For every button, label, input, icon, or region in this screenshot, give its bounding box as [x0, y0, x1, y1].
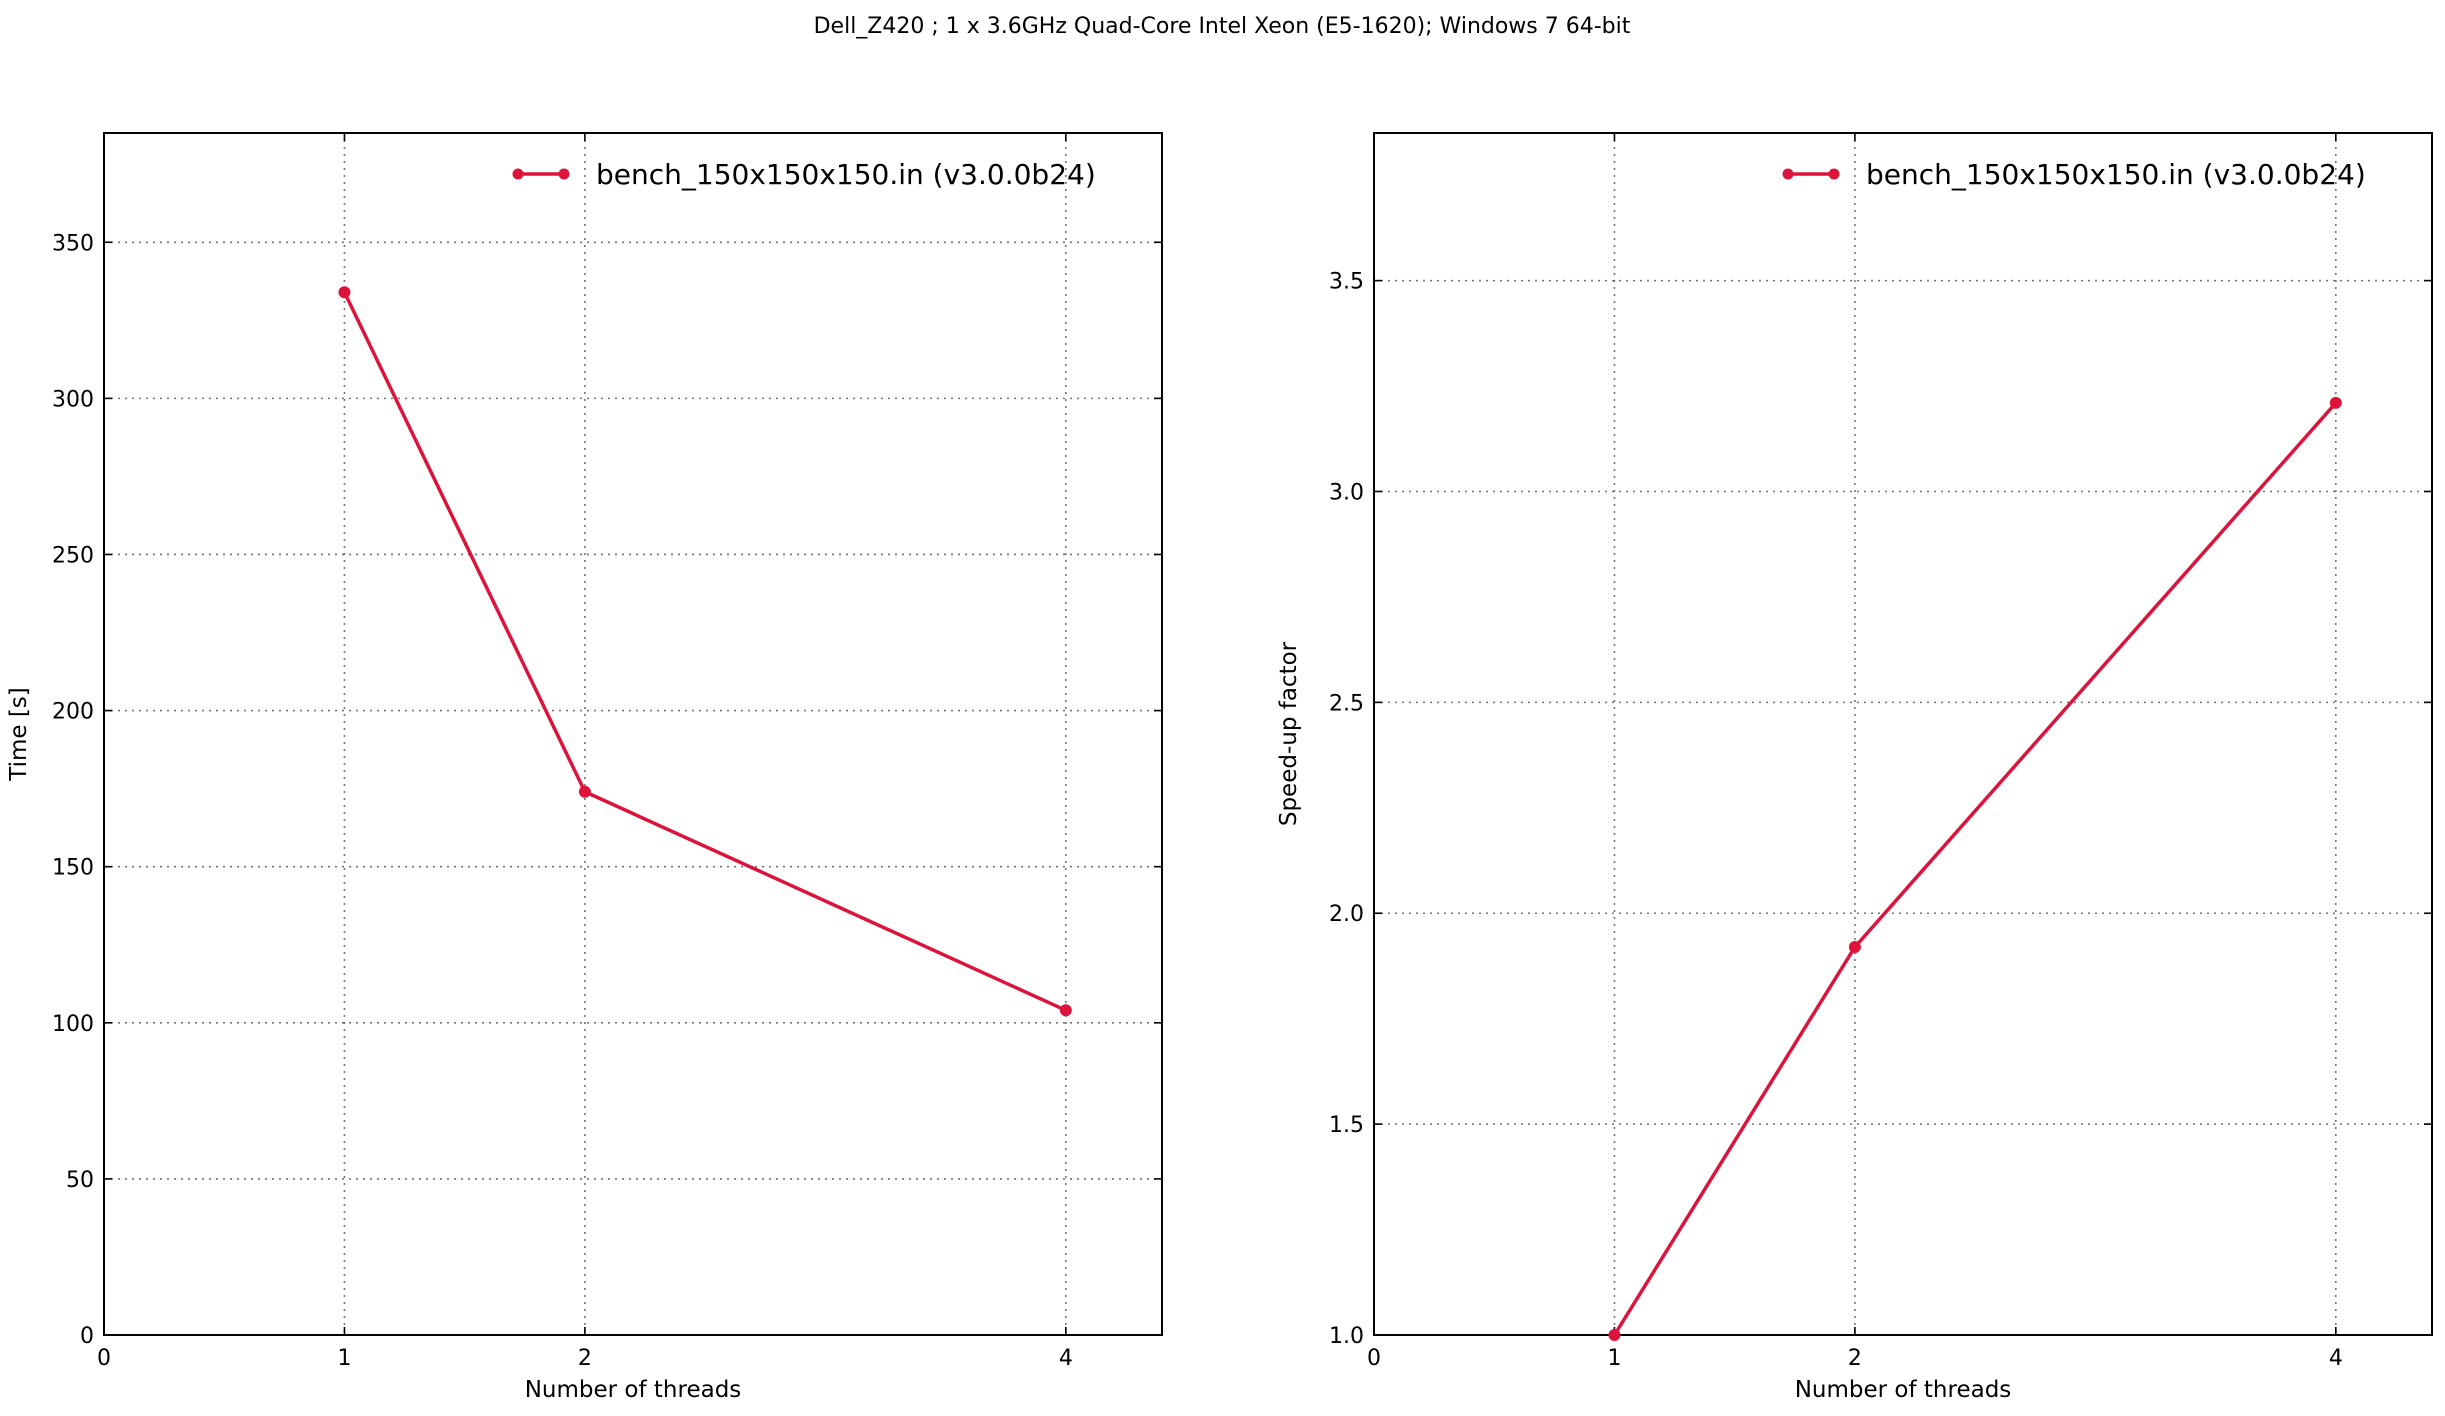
y-tick-label: 2.0	[1329, 902, 1364, 927]
y-tick-label: 200	[52, 700, 94, 725]
legend-label: bench_150x150x150.in (v3.0.0b24)	[1866, 158, 2366, 191]
x-tick-label: 4	[1059, 1346, 1073, 1371]
y-tick-label: 0	[80, 1324, 94, 1349]
data-point	[1608, 1329, 1621, 1341]
x-tick-label: 0	[1367, 1346, 1381, 1371]
y-axis-label: Time [s]	[6, 687, 32, 782]
y-tick-label: 50	[66, 1168, 94, 1193]
y-tick-label: 3.0	[1329, 480, 1364, 505]
series-line	[342, 291, 1067, 1012]
legend-marker	[1828, 168, 1840, 180]
series-line	[1612, 401, 2338, 1336]
data-point	[338, 286, 351, 299]
plots-container: 0 1 2 4 0 50 100 150 200 250 300 350 Number of threa…	[6, 132, 2433, 1403]
x-tick-label: 2	[1848, 1346, 1862, 1371]
y-tick-label: 1.5	[1329, 1113, 1364, 1138]
legend-label: bench_150x150x150.in (v3.0.0b24)	[596, 158, 1096, 191]
legend-marker	[512, 168, 524, 180]
y-tick-label: 250	[52, 543, 94, 568]
y-tick-label: 2.5	[1329, 691, 1364, 716]
x-tick-label: 0	[97, 1346, 111, 1371]
left-x-axis-label: Number of threads	[525, 1377, 742, 1403]
legend-marker	[558, 168, 570, 180]
y-tick-label: 350	[52, 231, 94, 256]
legend-marker	[1782, 168, 1794, 180]
data-point	[2329, 396, 2342, 409]
y-tick-label: 1.0	[1329, 1324, 1364, 1349]
x-tick-label: 1	[337, 1346, 351, 1371]
x-tick-label: 4	[2329, 1346, 2343, 1371]
y-tick-label: 100	[52, 1012, 94, 1037]
plot-frame	[103, 132, 1163, 1336]
chart-1: 0 1 2 4 0 50 100 150 200 250 300 350 Number of threa…	[6, 132, 1163, 1403]
y-tick-label: 150	[52, 856, 94, 881]
chart-2: 0 1 2 4 1.0 1.5 2.0 2.5 3.0 3.5 Number of threads S…	[1276, 132, 2433, 1403]
x-tick-label: 2	[578, 1346, 592, 1371]
figure-suptitle: Dell_Z420 ; 1 x 3.6GHz Quad-Core Intel X…	[814, 14, 1631, 39]
y-tick-label: 3.5	[1329, 270, 1364, 295]
y-axis-label: Speed-up factor	[1276, 641, 1302, 826]
right-x-axis-label: Number of threads	[1795, 1377, 2012, 1403]
data-point	[578, 785, 591, 798]
data-point	[1848, 940, 1861, 953]
x-tick-label: 1	[1607, 1346, 1621, 1371]
data-point	[1059, 1004, 1072, 1017]
y-tick-label: 300	[52, 387, 94, 412]
plot-frame	[1373, 132, 2433, 1336]
